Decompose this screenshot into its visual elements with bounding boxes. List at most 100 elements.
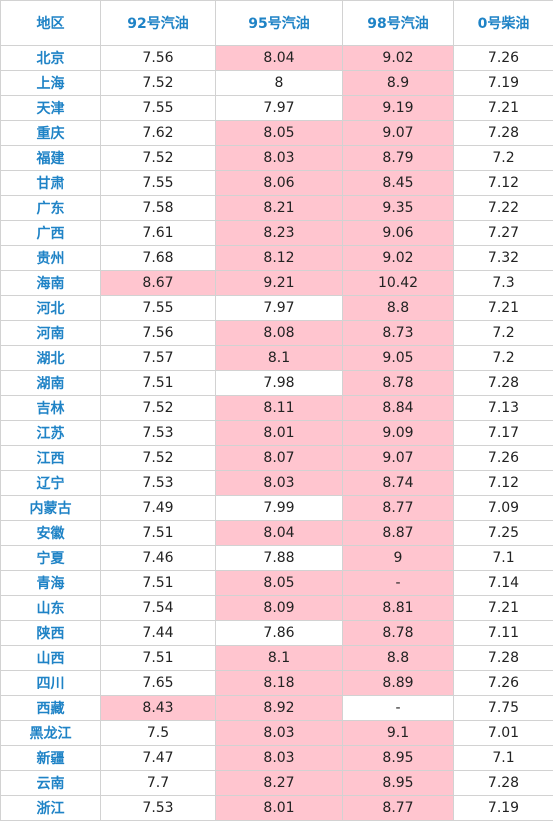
price-98: 8.79 (342, 145, 454, 171)
price-95: 8.23 (215, 220, 343, 246)
price-95: 8.1 (215, 345, 343, 371)
price-98: 8.77 (342, 795, 454, 821)
price-98: 10.42 (342, 270, 454, 296)
price-95: 7.99 (215, 495, 343, 521)
region-name: 广东 (0, 195, 101, 221)
region-name: 河北 (0, 295, 101, 321)
region-name: 山东 (0, 595, 101, 621)
table-row: 黑龙江 7.5 8.03 9.1 7.01 (0, 720, 553, 746)
price-0-diesel: 7.19 (453, 70, 553, 96)
price-0-diesel: 7.26 (453, 670, 553, 696)
price-0-diesel: 7.12 (453, 470, 553, 496)
region-name: 新疆 (0, 745, 101, 771)
table-row: 西藏 8.43 8.92-7.75 (0, 695, 553, 721)
region-name: 青海 (0, 570, 101, 596)
region-name: 海南 (0, 270, 101, 296)
price-0-diesel: 7.13 (453, 395, 553, 421)
price-92: 7.55 (100, 295, 216, 321)
price-92: 7.47 (100, 745, 216, 771)
table-header: 地区 92号汽油 95号汽油 98号汽油 0号柴油 (0, 0, 553, 46)
table-row: 四川 7.65 8.18 8.89 7.26 (0, 670, 553, 696)
price-95: 8.04 (215, 45, 343, 71)
price-92: 7.53 (100, 420, 216, 446)
region-name: 山西 (0, 645, 101, 671)
price-92: 7.53 (100, 470, 216, 496)
table-row: 辽宁 7.53 8.03 8.74 7.12 (0, 470, 553, 496)
header-92-gasoline: 92号汽油 (100, 0, 216, 46)
price-0-diesel: 7.32 (453, 245, 553, 271)
table-row: 山东 7.54 8.09 8.81 7.21 (0, 595, 553, 621)
price-95: 8.11 (215, 395, 343, 421)
price-95: 8.03 (215, 745, 343, 771)
table-row: 贵州 7.68 8.12 9.02 7.32 (0, 245, 553, 271)
price-0-diesel: 7.09 (453, 495, 553, 521)
price-95: 7.88 (215, 545, 343, 571)
header-95-gasoline: 95号汽油 (215, 0, 343, 46)
table-row: 湖北 7.57 8.1 9.05 7.2 (0, 345, 553, 371)
price-0-diesel: 7.01 (453, 720, 553, 746)
table-row: 陕西 7.44 7.86 8.78 7.11 (0, 620, 553, 646)
price-98: 8.84 (342, 395, 454, 421)
price-98: 8.81 (342, 595, 454, 621)
price-92: 7.68 (100, 245, 216, 271)
price-98: - (342, 570, 454, 596)
header-row: 地区 92号汽油 95号汽油 98号汽油 0号柴油 (0, 0, 553, 46)
table-row: 河南 7.56 8.08 8.73 7.2 (0, 320, 553, 346)
table-row: 广西 7.61 8.23 9.06 7.27 (0, 220, 553, 246)
region-name: 河南 (0, 320, 101, 346)
price-92: 8.43 (100, 695, 216, 721)
price-95: 8.01 (215, 795, 343, 821)
region-name: 云南 (0, 770, 101, 796)
price-92: 7.52 (100, 70, 216, 96)
price-92: 7.56 (100, 320, 216, 346)
table-row: 江西 7.52 8.07 9.07 7.26 (0, 445, 553, 471)
table-row: 河北 7.55 7.97 8.8 7.21 (0, 295, 553, 321)
price-95: 8 (215, 70, 343, 96)
price-95: 8.03 (215, 720, 343, 746)
price-0-diesel: 7.26 (453, 45, 553, 71)
price-92: 7.62 (100, 120, 216, 146)
price-95: 8.05 (215, 570, 343, 596)
price-92: 7.57 (100, 345, 216, 371)
price-92: 7.65 (100, 670, 216, 696)
table-row: 宁夏 7.46 7.88 9 7.1 (0, 545, 553, 571)
price-92: 7.61 (100, 220, 216, 246)
price-92: 7.51 (100, 520, 216, 546)
price-92: 7.55 (100, 170, 216, 196)
price-95: 8.07 (215, 445, 343, 471)
price-95: 8.18 (215, 670, 343, 696)
table-row: 安徽 7.51 8.04 8.87 7.25 (0, 520, 553, 546)
price-95: 9.21 (215, 270, 343, 296)
price-0-diesel: 7.1 (453, 545, 553, 571)
price-98: 8.95 (342, 770, 454, 796)
price-95: 8.1 (215, 645, 343, 671)
table-row: 江苏 7.53 8.01 9.09 7.17 (0, 420, 553, 446)
region-name: 上海 (0, 70, 101, 96)
header-region: 地区 (0, 0, 101, 46)
region-name: 四川 (0, 670, 101, 696)
price-95: 8.03 (215, 470, 343, 496)
price-98: 9.09 (342, 420, 454, 446)
price-0-diesel: 7.1 (453, 745, 553, 771)
region-name: 吉林 (0, 395, 101, 421)
price-98: 8.8 (342, 645, 454, 671)
price-98: 9.02 (342, 45, 454, 71)
price-98: 9.02 (342, 245, 454, 271)
region-name: 江西 (0, 445, 101, 471)
region-name: 湖南 (0, 370, 101, 396)
price-92: 7.7 (100, 770, 216, 796)
price-95: 8.03 (215, 145, 343, 171)
table-row: 重庆 7.62 8.05 9.07 7.28 (0, 120, 553, 146)
region-name: 北京 (0, 45, 101, 71)
region-name: 辽宁 (0, 470, 101, 496)
region-name: 黑龙江 (0, 720, 101, 746)
price-92: 7.52 (100, 445, 216, 471)
price-98: 9.07 (342, 120, 454, 146)
region-name: 重庆 (0, 120, 101, 146)
price-0-diesel: 7.28 (453, 645, 553, 671)
price-98: 9.06 (342, 220, 454, 246)
price-92: 7.46 (100, 545, 216, 571)
region-name: 甘肃 (0, 170, 101, 196)
price-95: 8.12 (215, 245, 343, 271)
